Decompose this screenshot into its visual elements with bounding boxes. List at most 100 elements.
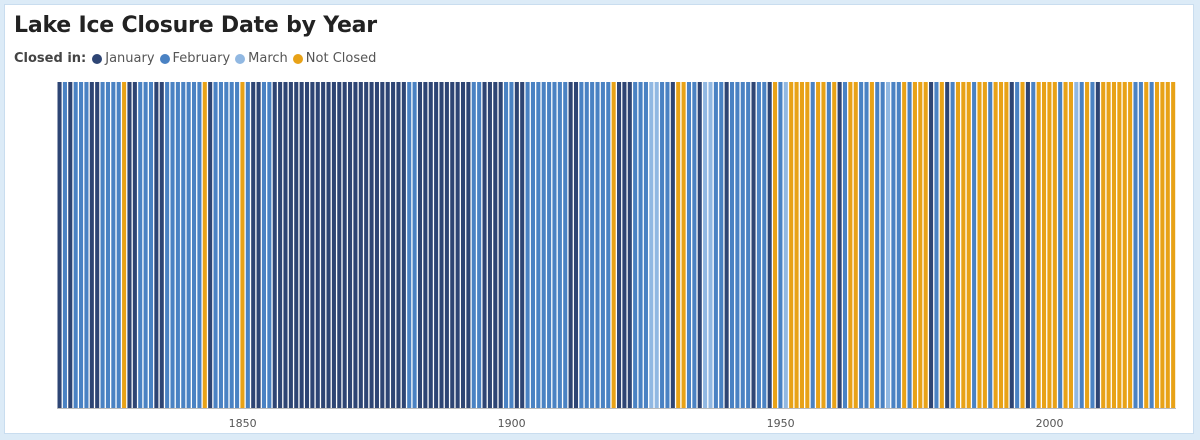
year-stripe[interactable]	[181, 82, 186, 408]
year-stripe[interactable]	[622, 82, 627, 408]
year-stripe[interactable]	[498, 82, 503, 408]
year-stripe[interactable]	[530, 82, 536, 408]
year-stripe[interactable]	[224, 82, 229, 408]
year-stripe[interactable]	[202, 82, 207, 408]
year-stripe[interactable]	[993, 82, 998, 408]
year-stripe[interactable]	[805, 82, 810, 408]
year-stripe[interactable]	[240, 82, 245, 408]
year-stripe[interactable]	[606, 82, 611, 408]
year-stripe[interactable]	[955, 82, 961, 408]
year-stripe[interactable]	[590, 82, 595, 408]
year-stripe[interactable]	[191, 82, 197, 408]
year-stripe[interactable]	[111, 82, 116, 408]
legend-item-not-closed[interactable]: Not Closed	[292, 51, 376, 66]
year-stripe[interactable]	[724, 82, 729, 408]
year-stripe[interactable]	[1079, 82, 1084, 408]
year-stripe[interactable]	[95, 82, 100, 408]
year-stripe[interactable]	[939, 82, 944, 408]
year-stripe[interactable]	[1063, 82, 1068, 408]
year-stripe[interactable]	[1047, 82, 1052, 408]
year-stripe[interactable]	[353, 82, 358, 408]
year-stripe[interactable]	[918, 82, 923, 408]
year-stripe[interactable]	[1015, 82, 1020, 408]
year-stripe[interactable]	[676, 82, 681, 408]
year-stripe[interactable]	[595, 82, 600, 408]
year-stripe[interactable]	[945, 82, 950, 408]
year-stripe[interactable]	[896, 82, 901, 408]
year-stripe[interactable]	[799, 82, 804, 408]
year-stripe[interactable]	[864, 82, 869, 408]
year-stripe[interactable]	[853, 82, 858, 408]
year-stripe[interactable]	[434, 82, 439, 408]
year-stripe[interactable]	[1085, 82, 1090, 408]
year-stripe[interactable]	[912, 82, 917, 408]
year-stripe[interactable]	[837, 82, 842, 408]
year-stripe[interactable]	[267, 82, 272, 408]
year-stripe[interactable]	[1058, 82, 1063, 408]
year-stripe[interactable]	[848, 82, 853, 408]
year-stripe[interactable]	[385, 82, 390, 408]
year-stripe[interactable]	[998, 82, 1004, 408]
year-stripe[interactable]	[79, 82, 84, 408]
year-stripe[interactable]	[961, 82, 966, 408]
legend-item-march[interactable]: March	[235, 51, 288, 66]
year-stripe[interactable]	[670, 82, 675, 408]
year-stripe[interactable]	[1025, 82, 1030, 408]
year-stripe[interactable]	[272, 82, 277, 408]
year-stripe[interactable]	[294, 82, 299, 408]
year-stripe[interactable]	[697, 82, 702, 408]
year-stripe[interactable]	[988, 82, 993, 408]
year-stripe[interactable]	[143, 82, 148, 408]
year-stripe[interactable]	[348, 82, 353, 408]
year-stripe[interactable]	[563, 82, 568, 408]
year-stripe[interactable]	[148, 82, 154, 408]
year-stripe[interactable]	[859, 82, 864, 408]
year-stripe[interactable]	[116, 82, 121, 408]
year-stripe[interactable]	[62, 82, 67, 408]
year-stripe[interactable]	[127, 82, 132, 408]
year-stripe[interactable]	[197, 82, 202, 408]
year-stripe[interactable]	[541, 82, 546, 408]
year-stripe[interactable]	[633, 82, 638, 408]
year-stripe[interactable]	[767, 82, 772, 408]
year-stripe[interactable]	[1095, 82, 1100, 408]
year-stripe[interactable]	[832, 82, 837, 408]
year-stripe[interactable]	[235, 82, 240, 408]
year-stripe[interactable]	[337, 82, 342, 408]
year-stripe[interactable]	[487, 82, 492, 408]
year-stripe[interactable]	[789, 82, 794, 408]
year-stripe[interactable]	[154, 82, 159, 408]
year-stripe[interactable]	[175, 82, 180, 408]
year-stripe[interactable]	[460, 82, 466, 408]
year-stripe[interactable]	[186, 82, 191, 408]
year-stripe[interactable]	[509, 82, 514, 408]
year-stripe[interactable]	[1052, 82, 1057, 408]
year-stripe[interactable]	[100, 82, 105, 408]
year-stripe[interactable]	[568, 82, 573, 408]
year-stripe[interactable]	[816, 82, 821, 408]
year-stripe[interactable]	[875, 82, 880, 408]
year-stripe[interactable]	[326, 82, 331, 408]
year-stripe[interactable]	[778, 82, 783, 408]
year-stripe[interactable]	[251, 82, 256, 408]
year-stripe[interactable]	[84, 82, 89, 408]
year-stripe[interactable]	[1031, 82, 1036, 408]
year-stripe[interactable]	[380, 82, 385, 408]
year-stripe[interactable]	[1004, 82, 1009, 408]
legend-item-january[interactable]: January	[92, 51, 155, 66]
year-stripe[interactable]	[471, 82, 476, 408]
year-stripe[interactable]	[1068, 82, 1073, 408]
year-stripe[interactable]	[869, 82, 874, 408]
year-stripe[interactable]	[165, 82, 170, 408]
year-stripe[interactable]	[708, 82, 713, 408]
year-stripe[interactable]	[299, 82, 304, 408]
year-stripe[interactable]	[885, 82, 891, 408]
year-stripe[interactable]	[584, 82, 589, 408]
year-stripe[interactable]	[573, 82, 579, 408]
year-stripe[interactable]	[826, 82, 831, 408]
year-stripe[interactable]	[73, 82, 78, 408]
year-stripe[interactable]	[1074, 82, 1079, 408]
year-stripe[interactable]	[762, 82, 767, 408]
year-stripe[interactable]	[1133, 82, 1138, 408]
year-stripe[interactable]	[686, 82, 692, 408]
